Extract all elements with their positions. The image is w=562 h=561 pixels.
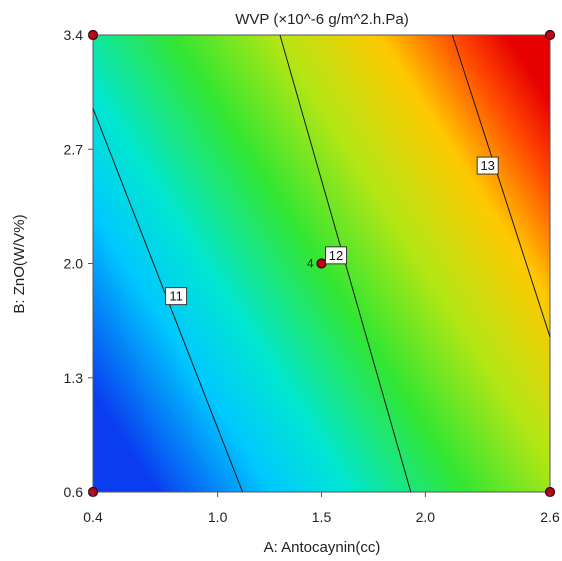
contour-label: 12 xyxy=(329,248,343,263)
design-point xyxy=(316,258,327,269)
chart-title: WVP (×10^-6 g/m^2.h.Pa) xyxy=(235,11,408,28)
y-axis: 0.6 1.3 2.0 2.7 3.4 xyxy=(64,27,93,500)
x-tick-label: 2.6 xyxy=(540,509,560,525)
contour-label: 11 xyxy=(169,289,183,304)
y-tick-label: 1.3 xyxy=(64,370,84,386)
contour-labels: 11 12 13 xyxy=(165,156,499,306)
contour-label-box xyxy=(165,287,188,306)
design-point xyxy=(544,29,556,41)
y-axis-title: B: ZnO(W/V%) xyxy=(11,214,28,313)
y-tick-label: 3.4 xyxy=(64,27,84,43)
x-axis-title: A: Antocaynin(cc) xyxy=(264,539,381,556)
y-tick-label: 2.0 xyxy=(64,256,84,272)
contour-label-box xyxy=(325,246,348,265)
x-tick-label: 2.0 xyxy=(416,509,436,525)
y-tick-label: 0.6 xyxy=(64,484,84,500)
contour-label-box xyxy=(476,156,499,175)
x-tick-label: 1.0 xyxy=(208,509,228,525)
contour-label: 13 xyxy=(480,158,494,173)
contour-line xyxy=(451,34,551,338)
x-tick-label: 0.4 xyxy=(83,509,103,525)
x-tick-label: 1.5 xyxy=(312,509,332,525)
x-axis: 0.4 1.0 1.5 2.0 2.6 xyxy=(83,492,560,525)
design-point-label: 4 xyxy=(307,257,314,271)
y-tick-label: 2.7 xyxy=(64,141,84,157)
